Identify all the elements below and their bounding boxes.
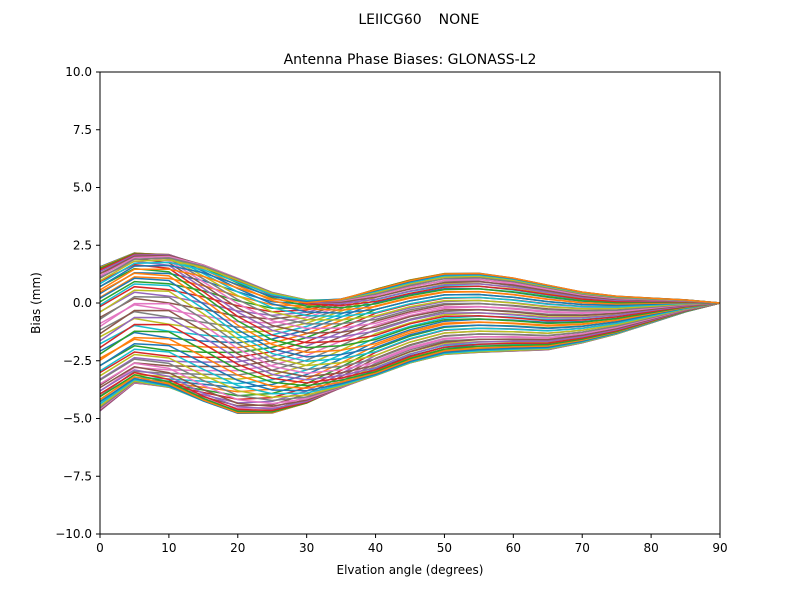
data-series-line bbox=[99, 252, 721, 314]
y-axis-ticks: 10.0 7.5 5.0 2.5 0.0 −2.5 −5.0 −7.5 −10.0 bbox=[55, 65, 100, 541]
y-tick-label: −5.0 bbox=[63, 412, 92, 426]
data-series-line bbox=[99, 283, 721, 363]
data-series-line bbox=[99, 302, 721, 387]
y-tick-label: 10.0 bbox=[65, 65, 92, 79]
x-tick-label: 70 bbox=[575, 541, 590, 555]
x-tick-label: 40 bbox=[368, 541, 383, 555]
chart-title: Antenna Phase Biases: GLONASS-L2 bbox=[284, 52, 537, 68]
y-tick-label: −10.0 bbox=[55, 527, 92, 541]
x-axis-ticks: 0 10 20 30 40 50 60 70 80 90 bbox=[96, 534, 728, 555]
x-tick-label: 10 bbox=[161, 541, 176, 555]
x-tick-label: 90 bbox=[712, 541, 727, 555]
data-series-line bbox=[99, 255, 721, 330]
data-series-line bbox=[99, 267, 721, 349]
data-series-line bbox=[99, 289, 721, 367]
data-series-line bbox=[99, 277, 721, 358]
suptitle-antenna: LEIICG60 bbox=[358, 12, 421, 28]
data-series-line bbox=[99, 296, 721, 371]
x-tick-label: 60 bbox=[506, 541, 521, 555]
data-series-line bbox=[99, 302, 721, 384]
y-tick-label: −7.5 bbox=[63, 469, 92, 483]
x-tick-label: 80 bbox=[643, 541, 658, 555]
suptitle-radome: NONE bbox=[439, 12, 480, 28]
y-tick-label: −2.5 bbox=[63, 354, 92, 368]
y-tick-label: 0.0 bbox=[73, 296, 92, 310]
y-tick-label: 7.5 bbox=[73, 123, 92, 137]
data-series-line bbox=[99, 257, 721, 334]
y-tick-label: 2.5 bbox=[73, 238, 92, 252]
y-tick-label: 5.0 bbox=[73, 181, 92, 195]
x-tick-label: 50 bbox=[437, 541, 452, 555]
data-series-line bbox=[99, 272, 721, 354]
data-series-line bbox=[99, 268, 721, 304]
x-tick-label: 30 bbox=[299, 541, 314, 555]
data-series-line bbox=[99, 302, 721, 374]
data-series-line bbox=[99, 260, 721, 339]
data-series-line bbox=[99, 252, 721, 318]
x-tick-label: 0 bbox=[96, 541, 104, 555]
data-series-group bbox=[99, 252, 721, 414]
data-series-line bbox=[99, 302, 721, 381]
x-axis-label: Elvation angle (degrees) bbox=[337, 563, 484, 577]
x-tick-label: 20 bbox=[230, 541, 245, 555]
data-series-line bbox=[99, 254, 721, 325]
data-series-line bbox=[99, 263, 721, 344]
data-series-line bbox=[99, 302, 721, 378]
y-axis-label: Bias (mm) bbox=[29, 272, 43, 334]
